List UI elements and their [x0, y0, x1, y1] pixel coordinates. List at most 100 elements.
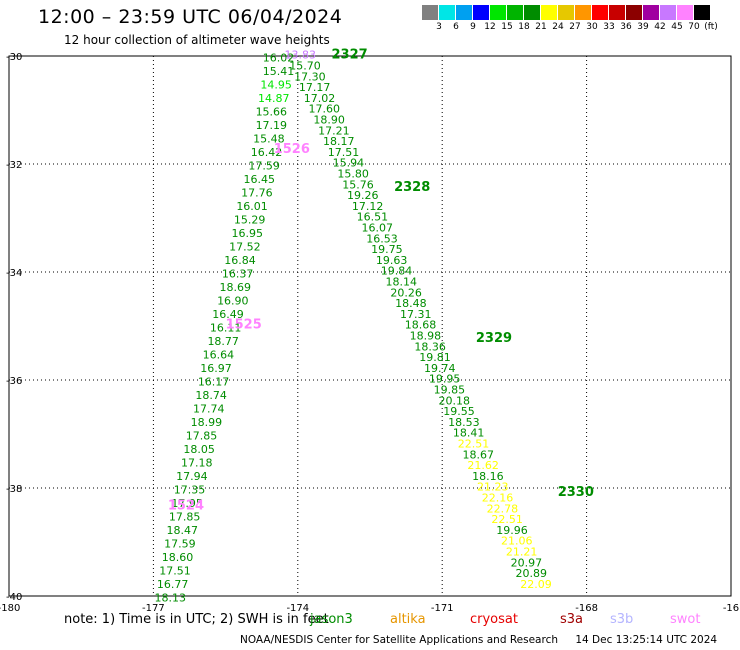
swh-data-label: 19.81	[419, 351, 451, 364]
swh-data-label: 18.68	[405, 319, 437, 332]
swh-data-label: 14.95	[260, 78, 292, 91]
pass-number-label: 1526	[274, 142, 310, 157]
y-tick-label: -32	[6, 160, 22, 171]
pass-number-label: 1525	[226, 318, 262, 333]
colorbar-label: 39	[637, 22, 649, 32]
swh-data-label: 15.66	[256, 105, 288, 118]
swh-data-label: 20.97	[511, 556, 543, 569]
swh-data-label: 18.98	[410, 330, 442, 343]
x-tick-label: -16	[723, 603, 739, 614]
colorbar-labels: 3 6 9 12 15 18 21 24 27 30 33 36 39 42 45 70 (ft)	[422, 22, 740, 34]
swh-data-label: 17.12	[352, 200, 384, 213]
footnote: note: 1) Time is in UTC; 2) SWH is in fe…	[64, 612, 329, 627]
swh-data-label: 17.02	[304, 92, 336, 105]
swh-data-label: 18.05	[183, 443, 215, 456]
colorbar-swatch	[592, 5, 609, 20]
swh-data-label: 15.29	[234, 213, 266, 226]
colorbar-swatch	[524, 5, 541, 20]
colorbar-swatch	[507, 5, 524, 20]
swh-data-label: 22.78	[487, 502, 519, 515]
timestamp-text: 14 Dec 13:25:14 UTC 2024	[575, 634, 718, 646]
chart-title: 12:00 – 23:59 UTC 06/04/2024	[38, 6, 343, 28]
colorbar-label: 30	[586, 22, 598, 32]
pass-number-label: 1524	[168, 499, 204, 514]
x-tick-label: -174	[286, 603, 309, 614]
swh-data-label: 17.95	[171, 497, 203, 510]
x-tick-label: -168	[575, 603, 598, 614]
swh-data-label: 14.87	[258, 92, 290, 105]
swh-data-label: 16.49	[212, 308, 244, 321]
swh-data-label: 16.01	[236, 200, 268, 213]
swh-data-label: 18.77	[207, 335, 239, 348]
colorbar-label: 45	[671, 22, 683, 32]
colorbar	[422, 5, 711, 20]
colorbar-label: 6	[453, 22, 459, 32]
swh-data-label: 17.17	[299, 81, 331, 94]
colorbar-swatch	[575, 5, 592, 20]
swh-data-label: 16.84	[224, 254, 256, 267]
swh-data-label: 21.62	[467, 459, 499, 472]
swh-data-label: 18.13	[154, 591, 186, 604]
legend-jason3: jason3	[310, 612, 353, 627]
swh-data-label: 16.97	[200, 362, 232, 375]
swh-data-label: 17.85	[186, 429, 218, 442]
credit-text: NOAA/NESDIS Center for Satellite Applica…	[240, 634, 558, 646]
swh-data-label: 16.77	[157, 578, 189, 591]
colorbar-swatch	[490, 5, 507, 20]
swh-data-label: 19.95	[429, 373, 461, 386]
swh-data-label: 17.30	[294, 70, 326, 83]
swh-data-label: 21.21	[506, 546, 538, 559]
swh-data-label: 18.41	[453, 427, 485, 440]
y-tick-label: -30	[6, 52, 22, 63]
swh-data-label: 17.94	[176, 470, 208, 483]
x-tick-label: -171	[431, 603, 454, 614]
colorbar-label: 33	[603, 22, 615, 32]
swh-data-label: 19.84	[381, 265, 413, 278]
swh-data-label: 16.17	[198, 375, 230, 388]
swh-data-label: 18.74	[195, 389, 227, 402]
swh-data-label: 17.51	[159, 564, 191, 577]
swh-data-label: 17.31	[400, 308, 432, 321]
colorbar-swatch	[677, 5, 694, 20]
colorbar-label: 9	[470, 22, 476, 32]
swh-data-label: 16.37	[222, 267, 254, 280]
swh-data-label: 16.64	[203, 348, 235, 361]
swh-data-label: 22.09	[520, 578, 552, 591]
y-tick-label: -38	[6, 484, 22, 495]
y-tick-label: -40	[6, 592, 22, 603]
swh-data-label: 19.74	[424, 362, 456, 375]
x-tick-label: -180	[0, 603, 20, 614]
swh-data-label: 19.75	[371, 243, 403, 256]
swh-data-label: 19.85	[434, 384, 466, 397]
swh-data-label: 17.59	[164, 537, 196, 550]
swh-data-label: 15.48	[253, 132, 285, 145]
swh-data-label: 21.23	[477, 481, 509, 494]
swh-data-label: 17.35	[174, 483, 206, 496]
colorbar-swatch	[660, 5, 677, 20]
legend-altika: altika	[390, 612, 426, 627]
swh-data-label: 18.14	[386, 276, 418, 289]
colorbar-swatch	[541, 5, 558, 20]
swh-data-label: 15.94	[333, 157, 365, 170]
swh-data-label: 17.76	[241, 186, 273, 199]
swh-data-label: 16.02	[263, 51, 295, 64]
swh-data-label: 17.19	[256, 119, 288, 132]
colorbar-label: 70	[688, 22, 700, 32]
swh-data-label: 15.76	[342, 178, 374, 191]
chart-subtitle: 12 hour collection of altimeter wave hei…	[64, 33, 330, 47]
swh-data-label: 16.51	[357, 211, 389, 224]
colorbar-label: 18	[518, 22, 530, 32]
y-tick-label: -34	[6, 268, 22, 279]
swh-data-label: 22.16	[482, 492, 514, 505]
pass-number-label: 2327	[331, 48, 367, 63]
swh-data-label: 15.70	[289, 60, 321, 73]
pass-number-label: 2329	[476, 331, 512, 346]
swh-data-label: 20.18	[438, 394, 470, 407]
swh-data-label: 19.96	[496, 524, 528, 537]
swh-data-label: 18.69	[219, 281, 251, 294]
swh-data-label: 19.26	[347, 189, 379, 202]
swh-data-label: 17.85	[169, 510, 201, 523]
swh-data-label: 18.99	[191, 416, 223, 429]
swh-data-label: 18.60	[162, 551, 194, 564]
swh-data-label: 16.11	[210, 321, 242, 334]
